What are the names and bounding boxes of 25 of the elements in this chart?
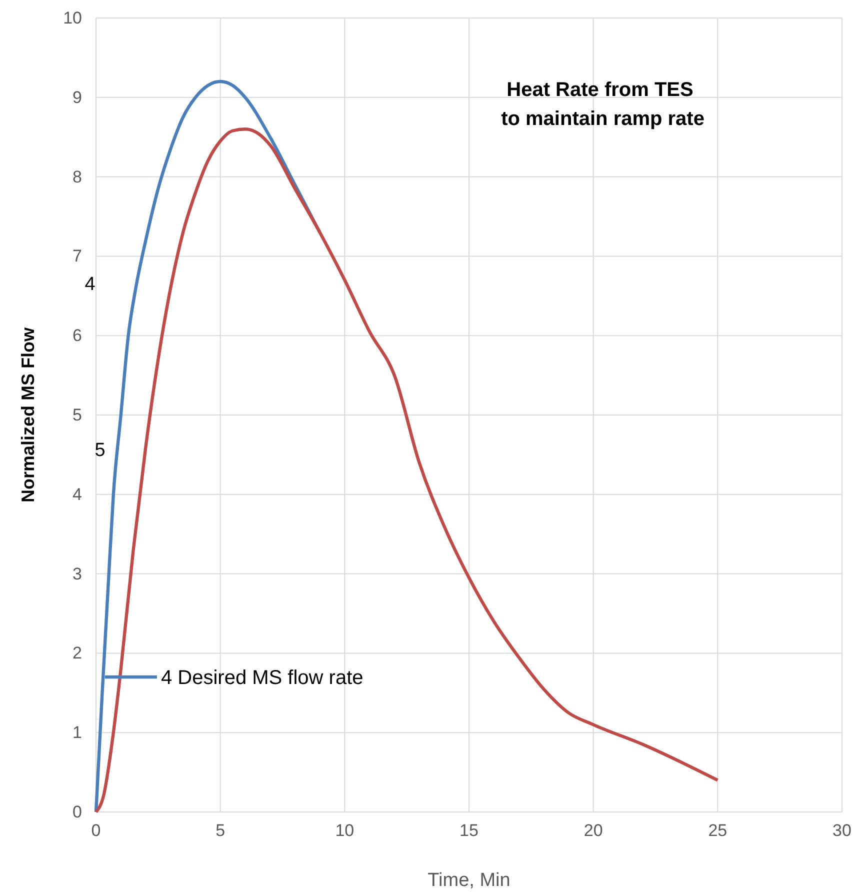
y-tick-label: 1	[72, 723, 82, 742]
y-axis-title: Normalized MS Flow	[18, 326, 38, 503]
y-tick-label: 10	[63, 8, 82, 28]
x-tick-label: 15	[460, 821, 478, 840]
line-series	[94, 128, 720, 814]
annotation: Heat Rate from TES to maintain ramp rate	[496, 79, 704, 130]
legend-label: 4 Desired MS flow rate	[160, 667, 364, 690]
x-axis-title: Time, Min	[428, 870, 510, 891]
x-tick-label: 20	[584, 821, 603, 840]
x-tick-label: 5	[216, 821, 226, 840]
y-tick-label: 7	[72, 246, 82, 266]
y-tick-label: 8	[72, 167, 82, 186]
y-tick-label: 2	[72, 644, 82, 663]
y-tick-label: 5	[72, 405, 82, 424]
x-tick-label: 0	[91, 821, 101, 840]
y-tick-label: 3	[72, 564, 82, 584]
y-tick-label: 0	[72, 802, 82, 822]
x-tick-label: 10	[335, 821, 354, 840]
y-tick-label: 9	[72, 88, 82, 107]
y-tick-label: 4	[72, 484, 82, 504]
annotation: 5	[94, 440, 106, 461]
x-tick-label: 30	[832, 821, 852, 840]
y-tick-label: 6	[72, 326, 82, 346]
x-tick-label: 25	[708, 821, 728, 840]
line-series	[94, 80, 322, 814]
